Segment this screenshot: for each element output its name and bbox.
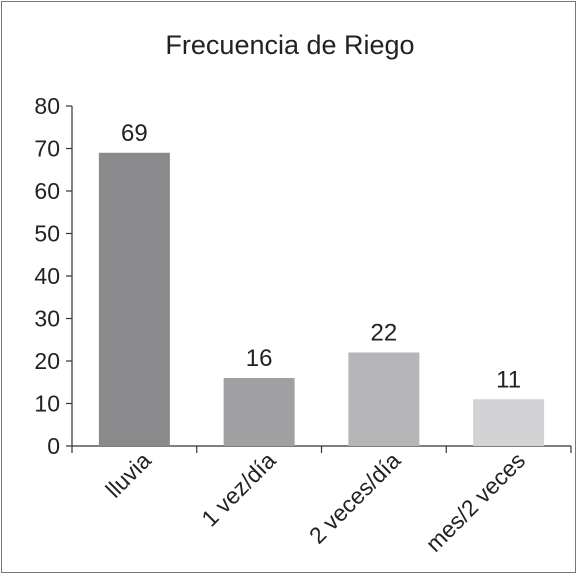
y-tick-label: 50 — [34, 221, 60, 247]
bars — [98, 152, 545, 446]
y-tick-label: 10 — [34, 391, 60, 417]
x-axis: lluvia 1 vez/día 2 veces/día mes/2 veces — [71, 445, 572, 557]
y-tick-label: 0 — [47, 433, 60, 459]
data-labels: 69 16 22 11 — [121, 120, 521, 394]
data-label: 69 — [121, 120, 148, 147]
category-label: 2 veces/día — [304, 447, 406, 549]
chart-title: Frecuencia de Riego — [165, 30, 414, 60]
category-label: lluvia — [100, 447, 156, 503]
y-tick-label: 20 — [34, 348, 60, 374]
data-label: 22 — [371, 320, 398, 347]
y-tick-label: 40 — [34, 263, 60, 289]
bar — [98, 152, 170, 446]
y-tick-label: 70 — [34, 136, 60, 162]
bar — [223, 378, 295, 446]
y-tick-label: 30 — [34, 306, 60, 332]
data-label: 11 — [496, 366, 521, 393]
bar — [348, 352, 420, 446]
data-label: 16 — [246, 345, 273, 372]
y-tick-label: 80 — [34, 93, 60, 119]
y-axis: 0 10 20 30 40 50 60 70 80 — [34, 93, 73, 459]
bar — [473, 399, 545, 446]
category-label: mes/2 veces — [420, 447, 530, 557]
y-tick-label: 60 — [34, 178, 60, 204]
category-label: 1 vez/día — [196, 447, 281, 532]
